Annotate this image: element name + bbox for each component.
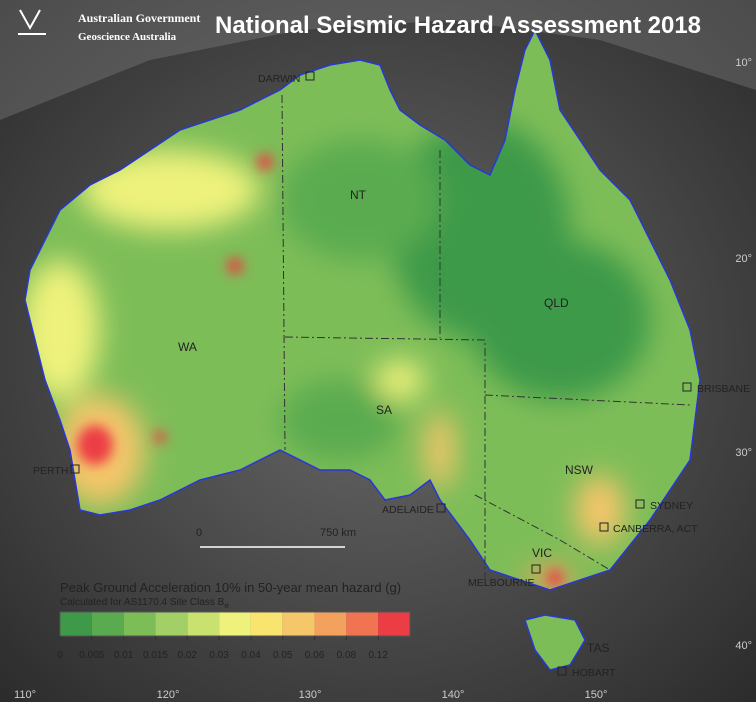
region-label: VIC: [532, 546, 552, 560]
region-label: NT: [350, 188, 367, 202]
legend-swatch: [155, 612, 188, 636]
city-marker: [70, 464, 80, 474]
city-label: ADELAIDE: [382, 504, 434, 516]
org-name: Australian Government: [78, 11, 200, 25]
legend-tick-label: 0.02: [178, 650, 198, 661]
city-marker: [531, 564, 541, 574]
city-marker: [557, 666, 567, 676]
city-label: PERTH: [33, 465, 68, 477]
longitude-label: 150°: [585, 689, 608, 701]
city-label: DARWIN: [258, 73, 300, 85]
legend-title: Peak Ground Acceleration 10% in 50-year …: [60, 580, 401, 595]
city-marker: [635, 499, 645, 509]
city-label: CANBERRA, ACT: [613, 523, 698, 535]
legend-tick-label: 0.015: [143, 650, 168, 661]
org-agency: Geoscience Australia: [78, 31, 177, 43]
legend-tick-label: 0.08: [337, 650, 357, 661]
longitude-label: 120°: [157, 689, 180, 701]
legend-frame: [59, 611, 411, 637]
region-label: NSW: [565, 463, 594, 477]
region-label: WA: [178, 340, 197, 354]
region-label: QLD: [544, 296, 569, 310]
city-marker: [599, 522, 609, 532]
legend-swatch: [91, 612, 124, 636]
legend-tick-label: 0.12: [368, 650, 388, 661]
latitude-label: 40°: [735, 640, 752, 652]
longitude-label: 110°: [14, 689, 36, 701]
region-label: SA: [376, 403, 392, 417]
legend-swatch: [60, 612, 92, 636]
city-label: HOBART: [572, 667, 616, 679]
latitude-label: 30°: [735, 447, 752, 459]
city-marker: [305, 71, 315, 81]
shelf: [0, 0, 756, 120]
title: National Seismic Hazard Assessment 2018: [215, 12, 701, 39]
city-marker: [682, 382, 692, 392]
longitude-label: 130°: [299, 689, 322, 701]
legend-tick-label: 0.04: [241, 650, 261, 661]
city-label: SYDNEY: [650, 500, 693, 512]
longitude-label: 140°: [442, 689, 465, 701]
city-label: MELBOURNE: [468, 577, 535, 589]
legend-tick-label: 0.05: [273, 650, 293, 661]
latitude-label: 10°: [735, 57, 752, 69]
legend-swatch: [346, 612, 379, 636]
scale-start: 0: [196, 527, 202, 539]
state-borders: [281, 94, 691, 580]
legend-subtitle: Calculated for AS1170.4 Site Class Be: [60, 597, 229, 610]
region-label: TAS: [587, 641, 609, 655]
latitude-label: 20°: [735, 253, 752, 265]
legend-swatch: [219, 612, 251, 636]
city-label: BRISBANE: [697, 383, 750, 395]
legend-tick-label: 0.06: [305, 650, 325, 661]
city-marker: [436, 503, 446, 513]
scale-end: 750 km: [320, 527, 356, 539]
legend-swatch: [378, 612, 410, 636]
legend-swatch: [250, 612, 283, 636]
crest-icon: [18, 9, 46, 35]
legend-swatch: [282, 612, 315, 636]
legend-tick-label: 0.005: [79, 650, 104, 661]
legend-tick-label: 0: [57, 650, 63, 661]
legend-swatch: [123, 612, 156, 636]
legend-tick-label: 0.01: [114, 650, 134, 661]
legend-swatch: [187, 612, 220, 636]
legend-swatch: [314, 612, 347, 636]
legend-subtitle-main: Calculated for AS1170.4 Site Class B: [60, 597, 225, 608]
legend-tick-label: 0.03: [209, 650, 229, 661]
legend-subtitle-sub: e: [224, 601, 229, 610]
